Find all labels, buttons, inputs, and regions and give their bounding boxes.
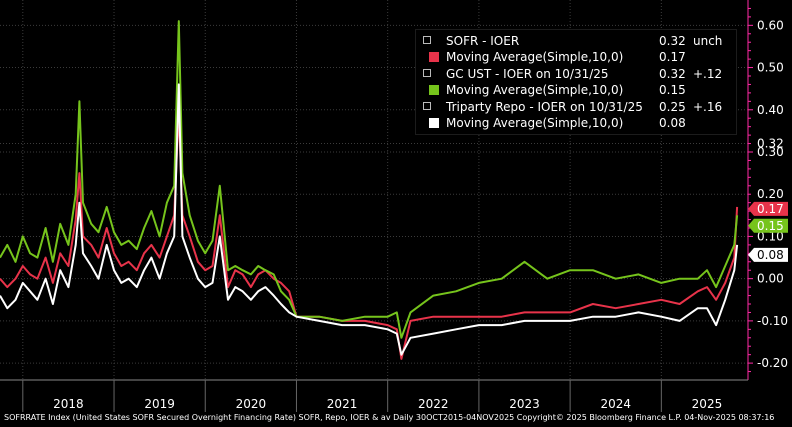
legend-value: 0.17	[659, 50, 686, 64]
legend-swatch-icon	[429, 52, 439, 62]
legend-row-gc-ma: Moving Average(Simple,10,0) 0.15	[416, 82, 736, 98]
legend-value: 0.08	[659, 116, 686, 130]
legend-value: 0.32	[659, 34, 686, 48]
y-tick-label: 0.20	[757, 187, 784, 201]
x-tick-label: 2020	[236, 397, 267, 411]
y-tick-label: -0.10	[757, 314, 788, 328]
legend-change: +.12	[693, 67, 723, 81]
end-value-label: 0.15	[757, 219, 784, 233]
x-tick-label: 2019	[144, 397, 175, 411]
legend-row-gc: GC UST - IOER on 10/31/25 0.32 +.12	[416, 66, 736, 82]
y-tick-label: 0.00	[757, 272, 784, 286]
x-tick-label: 2023	[509, 397, 540, 411]
legend-label: GC UST - IOER on 10/31/25	[446, 67, 609, 81]
legend-marker-icon	[423, 102, 431, 110]
y-tick-label: 0.32	[757, 137, 784, 151]
legend-value: 0.25	[659, 100, 686, 114]
legend-swatch-icon	[429, 118, 439, 128]
y-tick-label: 0.30	[757, 145, 784, 159]
series-line-0	[0, 108, 739, 360]
y-tick-label: 0.10	[757, 229, 784, 243]
y-tick-label: 0.60	[757, 18, 784, 32]
x-tick-label: 2024	[600, 397, 631, 411]
end-value-label: 0.08	[757, 248, 784, 262]
legend-change: unch	[693, 34, 723, 48]
legend-swatch-icon	[429, 85, 439, 95]
end-value-tag	[748, 218, 788, 233]
x-tick-label: 2021	[327, 397, 358, 411]
footer-source: SOFRRATE Index (United States SOFR Secur…	[4, 413, 775, 422]
legend-row-triparty-ma: Moving Average(Simple,10,0) 0.08	[416, 115, 736, 131]
legend: SOFR - IOER 0.32 unch Moving Average(Sim…	[415, 29, 737, 135]
legend-row-sofr: SOFR - IOER 0.32 unch	[416, 33, 736, 49]
y-tick-label: 0.40	[757, 103, 784, 117]
x-tick-label: 2018	[53, 397, 84, 411]
series-line-1	[0, 20, 739, 339]
x-tick-label: 2022	[418, 397, 449, 411]
legend-label: Moving Average(Simple,10,0)	[446, 83, 624, 97]
legend-label: SOFR - IOER	[446, 34, 520, 48]
y-tick-label: -0.20	[757, 356, 788, 370]
legend-label: Triparty Repo - IOER on 10/31/25	[446, 100, 643, 114]
legend-value: 0.32	[659, 67, 686, 81]
series-line-2	[0, 83, 739, 356]
end-value-tag	[748, 247, 788, 262]
legend-row-sofr-ma: Moving Average(Simple,10,0) 0.17	[416, 49, 736, 65]
y-tick-label: 0.50	[757, 61, 784, 75]
legend-change: +.16	[693, 100, 723, 114]
line-chart: 0.600.500.400.320.300.200.100.00-0.10-0.…	[0, 0, 788, 412]
legend-value: 0.15	[659, 83, 686, 97]
x-tick-label: 2025	[692, 397, 723, 411]
end-value-tag	[748, 201, 788, 216]
end-value-label: 0.17	[757, 202, 784, 216]
legend-marker-icon	[423, 69, 431, 77]
legend-marker-icon	[423, 36, 431, 44]
legend-row-triparty: Triparty Repo - IOER on 10/31/25 0.25 +.…	[416, 99, 736, 115]
legend-label: Moving Average(Simple,10,0)	[446, 116, 624, 130]
legend-label: Moving Average(Simple,10,0)	[446, 50, 624, 64]
